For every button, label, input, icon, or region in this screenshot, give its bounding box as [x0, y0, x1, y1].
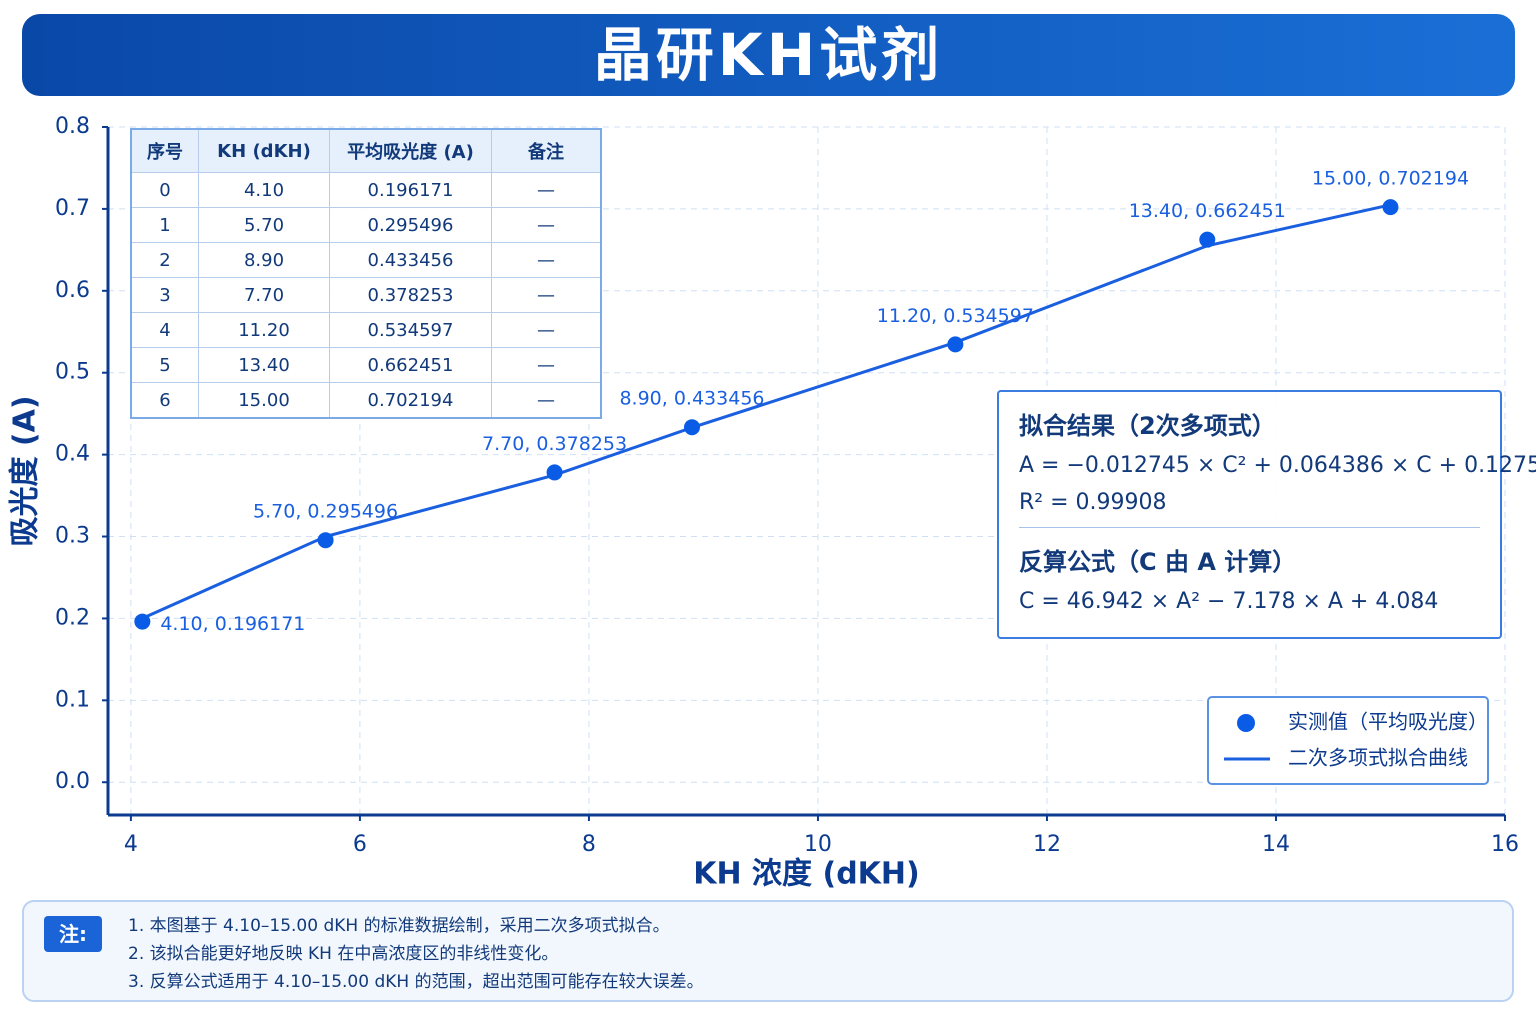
table-cell: — [491, 312, 602, 348]
table-cell: 0.662451 [329, 347, 492, 383]
table-cell: 0.378253 [329, 277, 492, 313]
table-cell: 0.534597 [329, 312, 492, 348]
x-tick-label: 8 [582, 832, 596, 857]
table-cell: — [491, 382, 602, 419]
y-tick-label: 0.8 [55, 114, 90, 139]
table-cell: 15.00 [198, 382, 330, 419]
y-tick-label: 0.7 [55, 196, 90, 221]
data-point [1199, 231, 1216, 248]
x-tick-label: 6 [353, 832, 367, 857]
data-point [317, 532, 334, 549]
inverse-formula: C = 46.942 × A² − 7.178 × A + 4.084 [1019, 589, 1439, 614]
y-tick-label: 0.1 [55, 687, 90, 712]
fit-r2: R² = 0.99908 [1019, 490, 1167, 515]
table-row: 4 11.20 0.534597— [130, 312, 602, 348]
table-cell: 7.70 [198, 277, 330, 313]
x-tick-label: 12 [1033, 832, 1061, 857]
x-tick-label: 4 [124, 832, 138, 857]
y-tick-label: 0.0 [55, 769, 90, 794]
table-cell: 5.70 [198, 207, 330, 243]
x-tick-label: 10 [804, 832, 832, 857]
table-header: 平均吸光度 (A) [329, 128, 492, 173]
table-row: 3 7.70 0.378253— [130, 277, 602, 313]
notes-label: 注: [44, 916, 102, 952]
note-item: 2. 该拟合能更好地反映 KH 在中高浓度区的非线性变化。 [128, 944, 559, 964]
notes: 注: 1. 本图基于 4.10–15.00 dKH 的标准数据绘制，采用二次多项… [22, 900, 1514, 1002]
table-cell: 0.295496 [329, 207, 492, 243]
table-row: 1 5.70 0.295496— [130, 207, 602, 243]
table-cell: 5 [130, 347, 199, 383]
note-item: 3. 反算公式适用于 4.10–15.00 dKH 的范围，超出范围可能存在较大… [128, 972, 704, 992]
y-tick-label: 0.6 [55, 278, 90, 303]
data-label: 4.10, 0.196171 [160, 613, 305, 635]
title-bar: 晶研KH试剂 [22, 14, 1515, 96]
table-cell: 3 [130, 277, 199, 313]
table-cell: — [491, 277, 602, 313]
table-row: 0 4.10 0.196171— [130, 172, 602, 208]
data-label: 5.70, 0.295496 [253, 501, 398, 523]
table-cell: 11.20 [198, 312, 330, 348]
data-label: 13.40, 0.662451 [1129, 200, 1286, 222]
table-header: 序号 [130, 128, 199, 173]
table-cell: 0.196171 [329, 172, 492, 208]
fit-box: 拟合结果（2次多项式） A = −0.012745 × C² + 0.06438… [997, 390, 1536, 639]
table-cell: 4 [130, 312, 199, 348]
y-tick-label: 0.2 [55, 605, 90, 630]
table-cell: 0.702194 [329, 382, 492, 419]
legend-label: 二次多项式拟合曲线 [1288, 746, 1468, 770]
data-point [947, 336, 964, 353]
legend-label: 实测值（平均吸光度） [1288, 710, 1488, 734]
table-cell: 13.40 [198, 347, 330, 383]
table-cell: 0 [130, 172, 199, 208]
table-header: KH (dKH) [198, 128, 330, 173]
table-cell: 2 [130, 242, 199, 278]
table-cell: — [491, 172, 602, 208]
table-cell: 6 [130, 382, 199, 419]
y-axis-title: 吸光度 (A) [8, 395, 43, 546]
data-point [134, 613, 151, 630]
table-cell: — [491, 347, 602, 383]
y-tick-label: 0.5 [55, 360, 90, 385]
table-row: 5 13.40 0.662451— [130, 347, 602, 383]
table-cell: 1 [130, 207, 199, 243]
table-cell: — [491, 207, 602, 243]
legend-box [1207, 696, 1489, 785]
x-tick-label: 14 [1262, 832, 1290, 857]
data-point [683, 419, 700, 436]
data-label: 15.00, 0.702194 [1312, 168, 1469, 190]
legend-marker [1237, 714, 1255, 732]
table-header: 备注 [491, 128, 602, 173]
y-tick-label: 0.4 [55, 442, 90, 467]
data-label: 11.20, 0.534597 [877, 305, 1034, 327]
data-label: 8.90, 0.433456 [619, 388, 764, 410]
data-point [546, 464, 563, 481]
table-cell: 8.90 [198, 242, 330, 278]
data-table: 序号 KH (dKH) 平均吸光度 (A) 备注 0 4.10 0.196171—1 5.70… [130, 128, 602, 419]
table-cell: 0.433456 [329, 242, 492, 278]
inverse-title: 反算公式（C 由 A 计算） [1019, 548, 1297, 576]
fit-title: 拟合结果（2次多项式） [1019, 412, 1276, 440]
table-row: 2 8.90 0.433456— [130, 242, 602, 278]
data-point [1382, 199, 1399, 216]
fit-formula: A = −0.012745 × C² + 0.064386 × C + 0.12… [1019, 453, 1536, 478]
table-cell: 4.10 [198, 172, 330, 208]
y-tick-label: 0.3 [55, 524, 90, 549]
data-label: 7.70, 0.378253 [482, 433, 627, 455]
note-item: 1. 本图基于 4.10–15.00 dKH 的标准数据绘制，采用二次多项式拟合… [128, 916, 670, 936]
table-cell: — [491, 242, 602, 278]
x-axis-title: KH 浓度 (dKH) [693, 857, 920, 892]
table-row: 6 15.00 0.702194— [130, 382, 602, 419]
x-tick-label: 16 [1491, 832, 1519, 857]
